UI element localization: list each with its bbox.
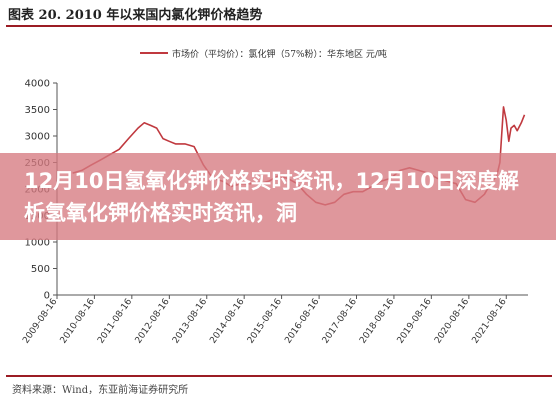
headline-text[interactable]: 12月10日氢氧化钾价格实时资讯，12月10日深度解析氢氧化钾价格实时资讯，洞	[24, 169, 519, 225]
x-tick-label: 2012-08-16	[134, 297, 172, 346]
x-tick-label: 2018-08-16	[358, 297, 396, 346]
y-tick-label: 3000	[25, 132, 50, 143]
x-tick-label: 2009-08-16	[21, 297, 59, 346]
x-tick-label: 2016-08-16	[283, 297, 321, 346]
x-tick-label: 2013-08-16	[171, 297, 209, 346]
y-tick-label: 500	[31, 264, 50, 275]
y-tick-label: 3500	[25, 105, 50, 116]
y-tick-label: 0	[44, 291, 50, 302]
y-tick-label: 1000	[25, 238, 50, 249]
x-tick-label: 2017-08-16	[321, 297, 359, 346]
x-tick-label: 2011-08-16	[96, 297, 134, 346]
x-tick-label: 2015-08-16	[246, 297, 284, 346]
x-tick-label: 2019-08-16	[396, 297, 434, 346]
y-tick-label: 4000	[25, 79, 50, 90]
x-tick-label: 2014-08-16	[208, 297, 246, 346]
x-tick-label: 2021-08-16	[471, 297, 509, 346]
title-divider	[6, 25, 552, 27]
legend-label: 市场价（平均价）：氯化钾（57%粉）：华东地区 元/吨	[172, 48, 387, 60]
headline-banner[interactable]: 12月10日氢氧化钾价格实时资讯，12月10日深度解析氢氧化钾价格实时资讯，洞	[0, 153, 556, 240]
x-tick-label: 2010-08-16	[59, 297, 97, 346]
x-tick-label: 2020-08-16	[433, 297, 471, 346]
source-note: 资料来源：Wind，东亚前海证券研究所	[12, 385, 189, 396]
legend: 市场价（平均价）：氯化钾（57%粉）：华东地区 元/吨	[140, 48, 387, 60]
figure-title: 图表 20. 2010 年以来国内氯化钾价格趋势	[8, 8, 263, 23]
footer-divider	[6, 375, 552, 377]
